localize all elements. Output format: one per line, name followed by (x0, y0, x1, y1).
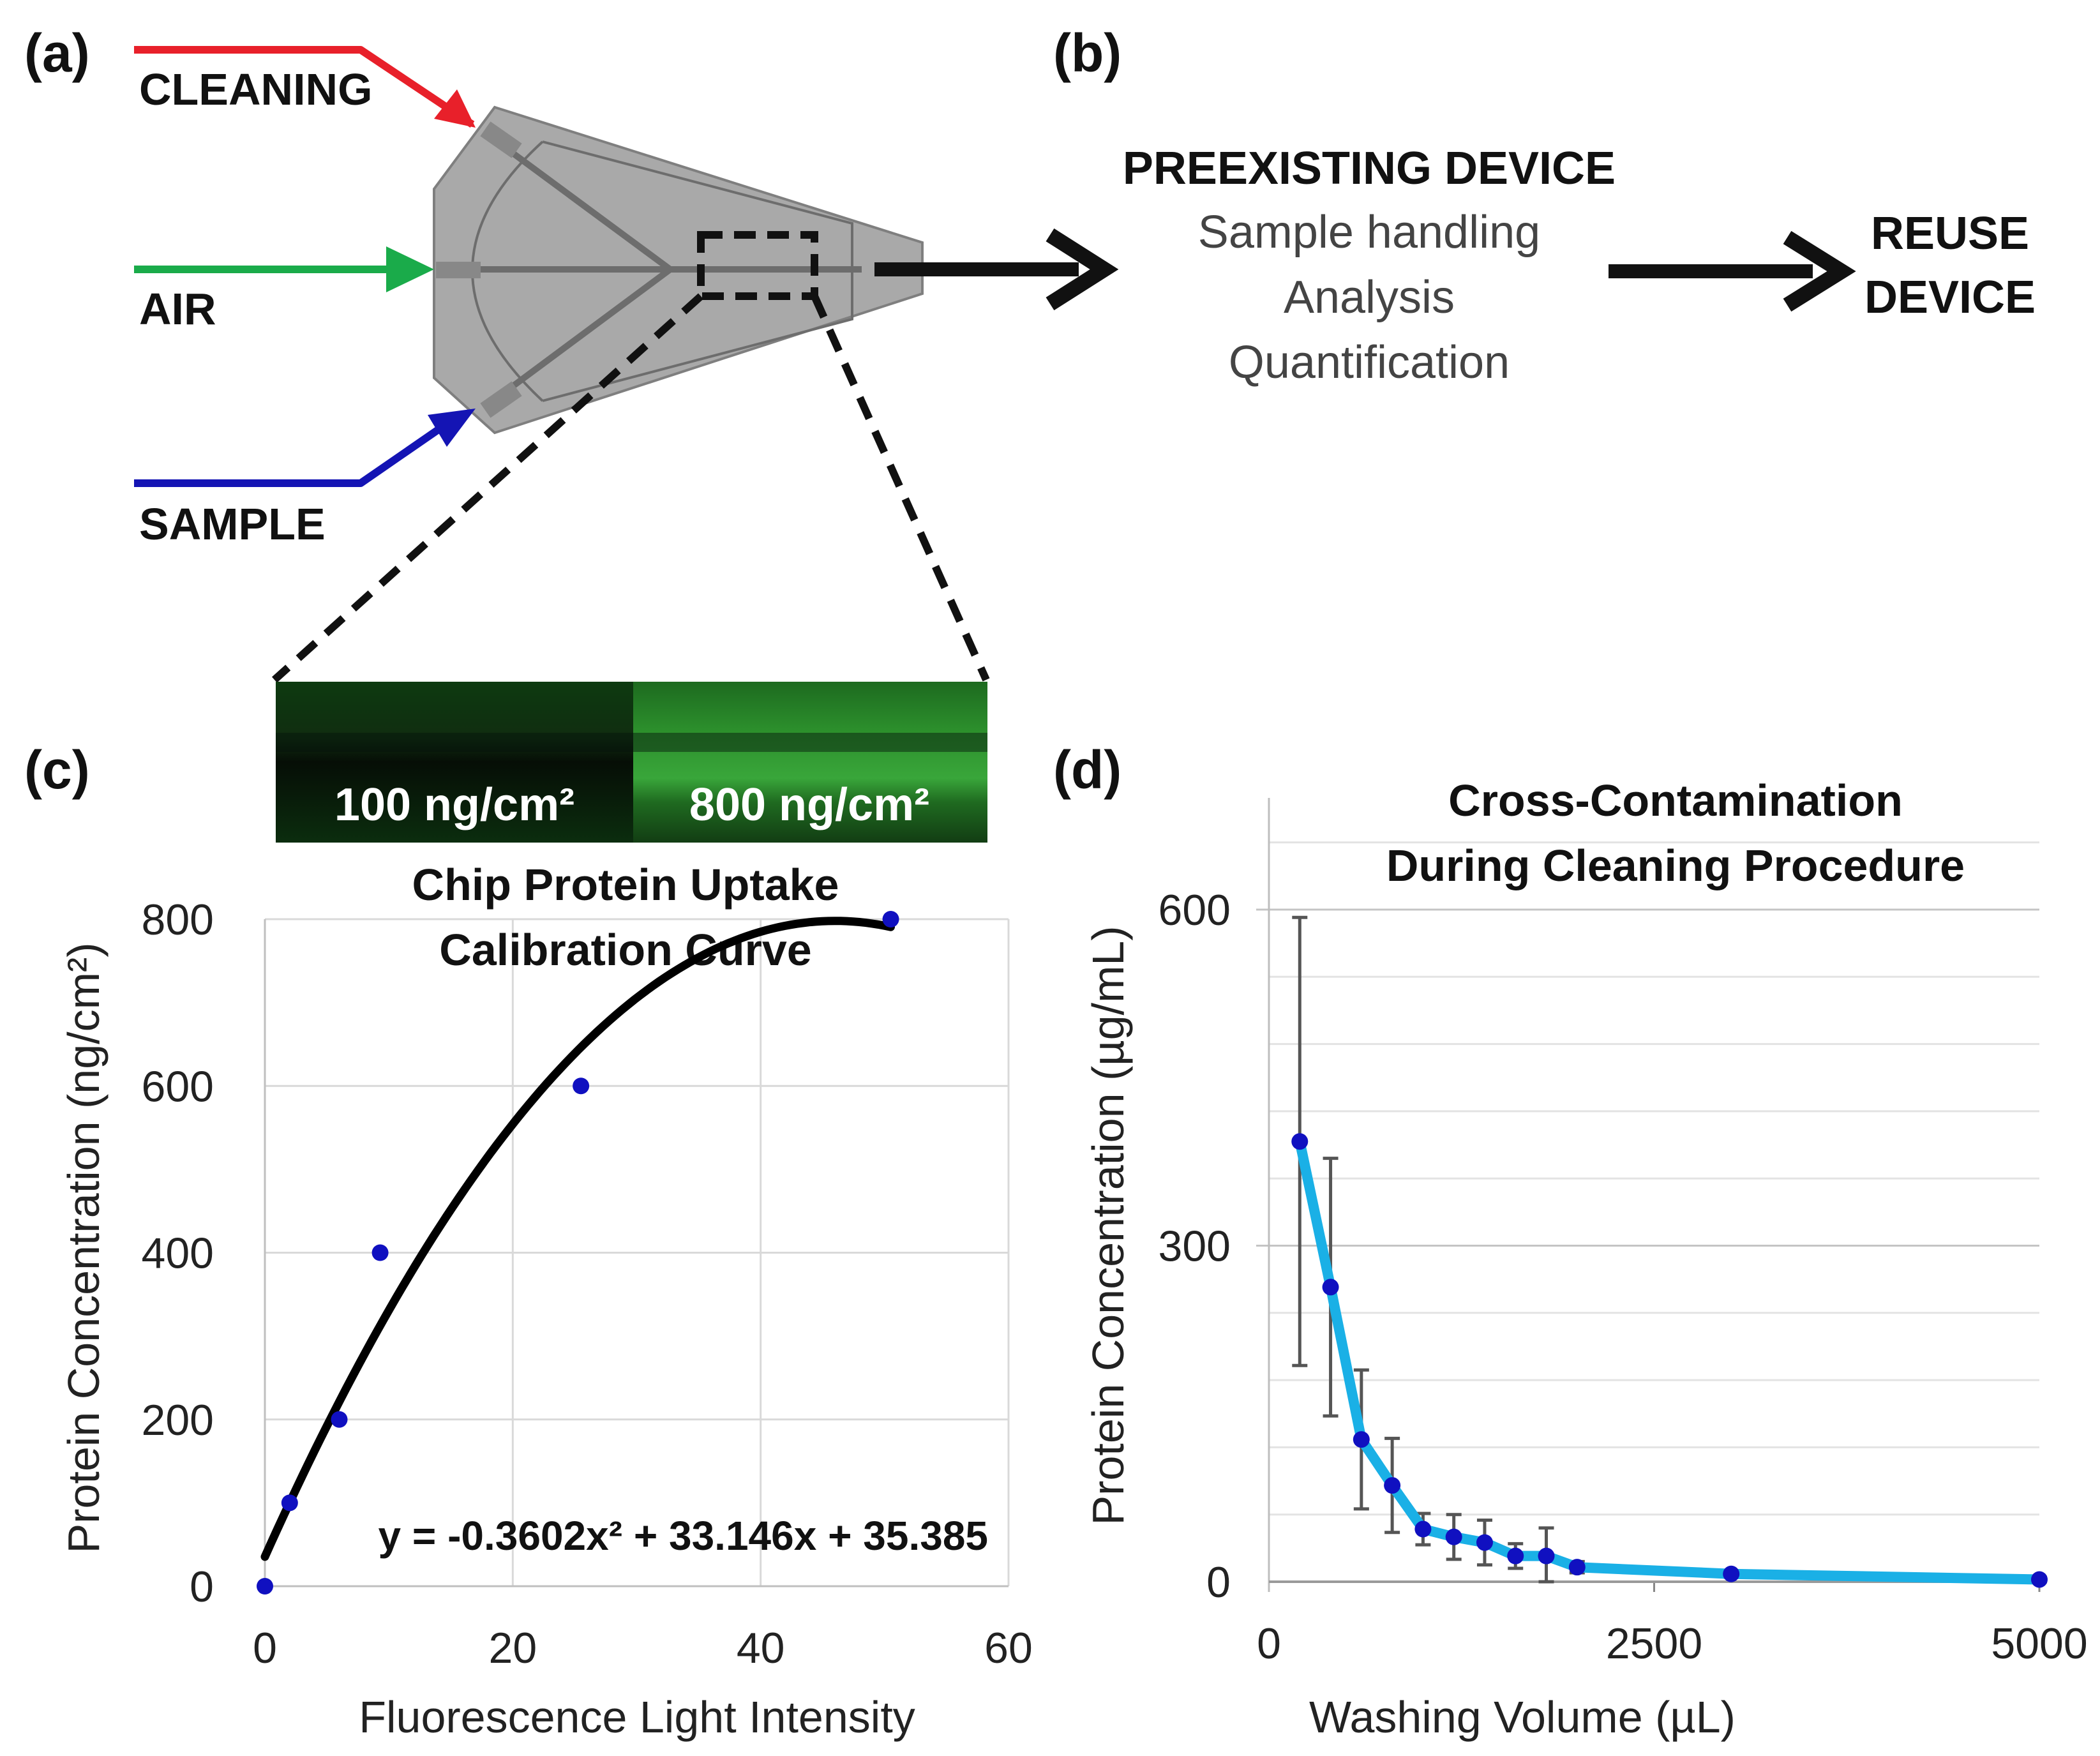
workflow-step: Analysis (1284, 272, 1455, 323)
workflow: PREEXISTING DEVICE Sample handling Analy… (1123, 143, 2036, 388)
chart-c-data-point (281, 1494, 298, 1512)
chart-d-data-point (1507, 1547, 1524, 1565)
chart-c-x-tick-label: 40 (737, 1624, 785, 1672)
inlet-label-cleaning: CLEANING (139, 64, 373, 114)
cleaning-port (480, 121, 522, 158)
reuse-label-line2: DEVICE (1864, 272, 2036, 323)
chart-d-data-point (1538, 1547, 1555, 1565)
chart-d-data-point (1476, 1534, 1493, 1551)
chart-c-data-point (257, 1578, 273, 1595)
chart-d-data-point (1414, 1520, 1432, 1538)
chart-c-y-tick-label: 600 (142, 1062, 214, 1111)
chart-d-data-point (1445, 1528, 1462, 1545)
chart-d-x-tick-label: 5000 (1991, 1619, 2087, 1668)
chart-c-y-tick-label: 400 (142, 1229, 214, 1278)
workflow-title: PREEXISTING DEVICE (1123, 143, 1616, 194)
inset-low-image (276, 682, 633, 843)
chart-d-data-point (1353, 1431, 1370, 1448)
chart-d-data-point (1291, 1133, 1309, 1150)
air-port (436, 262, 481, 278)
chart-d-series-line (1294, 1136, 2044, 1585)
chart-c-x-tick-label: 60 (984, 1624, 1033, 1672)
inlet-label-air: AIR (139, 284, 216, 334)
chart-c-y-axis-label: Protein Concentration (ng/cm²) (59, 942, 109, 1553)
chart-d-data-point (1384, 1477, 1401, 1494)
inset-label-high: 800 ng/cm² (689, 779, 929, 830)
chart-d-data-point (1723, 1565, 1740, 1582)
chart-c-y-tick-label: 0 (190, 1563, 214, 1611)
cleaning-arrow (134, 46, 476, 128)
chart-c-x-axis-label: Fluorescence Light Intensity (359, 1692, 915, 1742)
workflow-arrow (1609, 230, 1856, 312)
chart-c-data-point (331, 1411, 348, 1428)
chart-d-x-tick-label: 2500 (1606, 1619, 1702, 1668)
calibration-chart: Chip Protein Uptake Calibration Curve Fl… (59, 860, 1033, 1742)
panel-label-b: (b) (1053, 23, 1121, 83)
panel-label-a: (a) (24, 23, 90, 83)
chart-c-title-line1: Chip Protein Uptake (412, 860, 839, 910)
chart-d-data-point (1568, 1559, 1586, 1576)
chart-c-data-point (882, 911, 899, 927)
device-diagram (271, 105, 990, 683)
air-arrow (134, 246, 434, 292)
inset-label-low: 100 ng/cm² (334, 779, 574, 830)
chart-d-title-line2: During Cleaning Procedure (1386, 841, 1965, 890)
chart-c-x-tick-label: 20 (489, 1624, 537, 1672)
inlet-label-sample: SAMPLE (139, 499, 326, 549)
device-to-workflow-arrow (874, 228, 1119, 311)
chart-c-x-tick-label: 0 (253, 1624, 277, 1672)
sample-port (480, 381, 522, 418)
chart-d-y-tick-label: 600 (1159, 886, 1231, 934)
workflow-step: Sample handling (1198, 207, 1540, 258)
zoom-box (697, 231, 818, 300)
zoom-line-right (811, 294, 990, 682)
reuse-label-line1: REUSE (1871, 208, 2029, 259)
workflow-step: Quantification (1229, 337, 1510, 388)
chart-d-data-point (2031, 1571, 2048, 1588)
chart-d-y-tick-label: 0 (1206, 1558, 1231, 1607)
chart-d-title-line1: Cross-Contamination (1448, 776, 1903, 825)
chart-d-y-axis-label: Protein Concentration (µg/mL) (1083, 926, 1133, 1525)
chart-c-y-tick-label: 200 (142, 1396, 214, 1445)
chart-d-x-tick-label: 0 (1257, 1619, 1281, 1668)
chart-c-fit-equation: y = -0.3602x² + 33.146x + 35.385 (379, 1513, 988, 1559)
chart-c-y-tick-label: 800 (142, 896, 214, 944)
zoom-line-left (271, 293, 704, 683)
chart-c-data-point (371, 1244, 389, 1261)
chart-c-fit-curve (260, 917, 895, 1561)
chart-d-data-point (1322, 1279, 1339, 1296)
inset-high-image (633, 682, 987, 843)
panel-label-d: (d) (1053, 740, 1121, 800)
sample-arrow (134, 409, 476, 487)
sample-channel (502, 266, 672, 396)
cleaning-channel (502, 144, 672, 273)
chart-d-y-tick-label: 300 (1159, 1222, 1231, 1271)
cross-contamination-chart: Cross-Contamination During Cleaning Proc… (1083, 776, 2088, 1742)
fluorescence-inset: 100 ng/cm² 800 ng/cm² (276, 682, 987, 843)
chart-c-data-point (573, 1077, 590, 1095)
chart-d-x-axis-label: Washing Volume (µL) (1309, 1692, 1736, 1742)
panel-label-c: (c) (24, 740, 90, 800)
